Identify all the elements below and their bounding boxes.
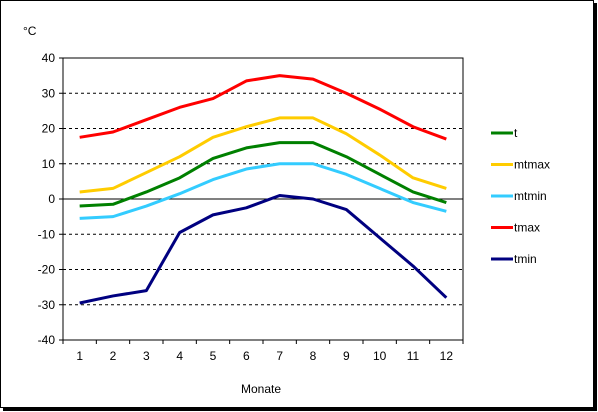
series-lines	[79, 74, 448, 305]
x-tick-label: 11	[407, 349, 420, 363]
x-tick-label: 12	[440, 349, 454, 363]
x-tick-label: 6	[243, 349, 250, 363]
x-tick-label: 7	[276, 349, 283, 363]
x-axis-title: Monate	[241, 382, 281, 396]
y-axis-unit: °C	[23, 24, 37, 38]
legend-label-t: t	[514, 126, 518, 140]
y-tick-label: 20	[42, 122, 56, 136]
y-tick-label: -10	[38, 227, 56, 241]
x-tick-label: 3	[143, 349, 150, 363]
legend: t mtmax mtmin tmax tmin	[491, 126, 550, 266]
x-tick-label: 2	[110, 349, 117, 363]
x-tick-label: 10	[373, 349, 387, 363]
x-tick-label: 1	[76, 349, 83, 363]
series-line-tmax	[79, 74, 447, 141]
y-tick-label: 40	[42, 51, 56, 65]
y-tick-label: 10	[42, 157, 56, 171]
x-tick-label: 5	[210, 349, 217, 363]
x-tick-label: 4	[176, 349, 183, 363]
legend-label-mtmax: mtmax	[514, 158, 550, 172]
x-tick-labels: 1 2 3 4 5 6 7 8 9 10 11 12	[76, 349, 453, 363]
series-line-mtmax	[79, 116, 447, 194]
legend-label-mtmin: mtmin	[514, 189, 547, 203]
x-tick-label: 8	[310, 349, 317, 363]
y-tick-label: -40	[38, 333, 56, 347]
legend-label-tmax: tmax	[514, 221, 540, 235]
y-tick-label: 30	[42, 86, 56, 100]
series-line-t	[79, 141, 447, 208]
y-tick-label: -20	[38, 263, 56, 277]
y-tick-label: 0	[48, 192, 55, 206]
x-tick-label: 9	[343, 349, 350, 363]
series-line-mtmin	[79, 162, 447, 220]
y-tick-labels: 40 30 20 10 0 -10 -20 -30 -40	[38, 51, 56, 347]
series-line-tmin	[79, 193, 448, 305]
axes	[59, 57, 464, 344]
legend-label-tmin: tmin	[514, 252, 537, 266]
y-tick-label: -30	[38, 298, 56, 312]
